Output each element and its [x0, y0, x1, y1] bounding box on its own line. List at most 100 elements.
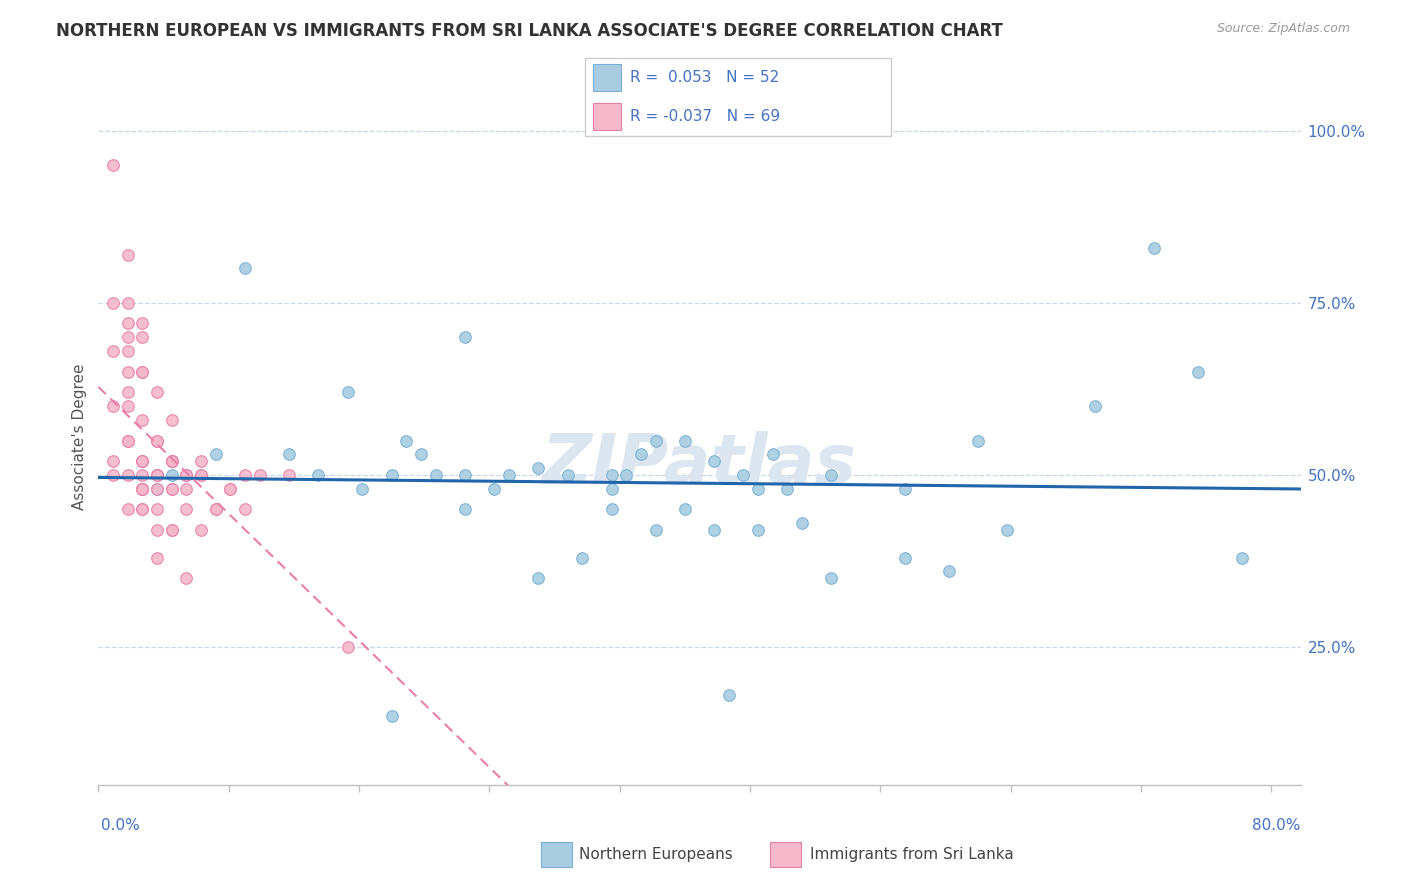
Point: [101, 467, 124, 482]
Point: [131, 365, 153, 379]
Text: Source: ZipAtlas.com: Source: ZipAtlas.com: [1216, 22, 1350, 36]
Point: [1230, 550, 1253, 565]
Point: [190, 454, 212, 468]
Point: [131, 330, 153, 344]
Point: [101, 454, 124, 468]
Point: [146, 467, 169, 482]
Point: [395, 434, 418, 448]
Point: [409, 447, 432, 461]
Point: [233, 261, 256, 276]
Point: [820, 467, 842, 482]
Text: 0.0%: 0.0%: [101, 818, 141, 832]
Point: [600, 467, 623, 482]
Point: [820, 571, 842, 585]
Point: [278, 447, 301, 461]
Point: [160, 523, 183, 537]
Point: [101, 343, 124, 358]
Point: [117, 295, 139, 310]
Point: [571, 550, 593, 565]
Point: [117, 434, 139, 448]
Point: [790, 516, 813, 531]
Point: [454, 502, 477, 516]
Point: [893, 550, 915, 565]
Point: [117, 317, 139, 331]
Point: [1084, 399, 1107, 413]
Point: [117, 365, 139, 379]
Text: R =  0.053   N = 52: R = 0.053 N = 52: [630, 70, 779, 85]
Point: [204, 447, 226, 461]
Point: [484, 482, 506, 496]
Point: [117, 385, 139, 400]
Point: [893, 482, 915, 496]
Point: [160, 467, 183, 482]
Point: [557, 467, 579, 482]
Point: [117, 399, 139, 413]
Point: [249, 467, 271, 482]
Point: [131, 467, 153, 482]
Point: [1187, 365, 1209, 379]
Point: [146, 502, 169, 516]
Point: [160, 454, 183, 468]
Point: [190, 523, 212, 537]
Point: [146, 467, 169, 482]
Point: [600, 502, 623, 516]
Point: [160, 413, 183, 427]
Text: Immigrants from Sri Lanka: Immigrants from Sri Lanka: [810, 847, 1014, 862]
Point: [381, 709, 404, 723]
Point: [967, 434, 990, 448]
Point: [630, 447, 652, 461]
Point: [1143, 241, 1166, 255]
Point: [176, 571, 198, 585]
Point: [146, 550, 169, 565]
Point: [131, 482, 153, 496]
Point: [703, 523, 725, 537]
Point: [160, 523, 183, 537]
Point: [131, 454, 153, 468]
Point: [117, 343, 139, 358]
Point: [146, 482, 169, 496]
Point: [117, 434, 139, 448]
Point: [160, 454, 183, 468]
Bar: [593, 64, 620, 91]
Text: Northern Europeans: Northern Europeans: [579, 847, 733, 862]
Point: [131, 454, 153, 468]
Point: [527, 461, 550, 475]
Point: [146, 434, 169, 448]
Point: [117, 247, 139, 261]
Point: [703, 454, 725, 468]
Point: [425, 467, 447, 482]
Point: [131, 502, 153, 516]
Point: [381, 467, 404, 482]
Point: [131, 454, 153, 468]
Point: [600, 482, 623, 496]
Point: [644, 434, 666, 448]
Y-axis label: Associate's Degree: Associate's Degree: [72, 364, 87, 510]
Point: [160, 482, 183, 496]
Point: [717, 689, 740, 703]
Point: [117, 502, 139, 516]
Point: [278, 467, 301, 482]
Point: [190, 467, 212, 482]
Point: [176, 467, 198, 482]
Point: [614, 467, 637, 482]
Point: [160, 482, 183, 496]
Point: [219, 482, 242, 496]
Point: [101, 158, 124, 172]
Point: [131, 482, 153, 496]
Point: [204, 502, 226, 516]
Point: [131, 482, 153, 496]
Point: [117, 330, 139, 344]
Point: [160, 454, 183, 468]
Point: [190, 467, 212, 482]
Point: [204, 502, 226, 516]
Point: [307, 467, 329, 482]
Text: 80.0%: 80.0%: [1253, 818, 1301, 832]
Text: NORTHERN EUROPEAN VS IMMIGRANTS FROM SRI LANKA ASSOCIATE'S DEGREE CORRELATION CH: NORTHERN EUROPEAN VS IMMIGRANTS FROM SRI…: [56, 22, 1002, 40]
Point: [131, 413, 153, 427]
Point: [352, 482, 374, 496]
Point: [733, 467, 755, 482]
Point: [336, 385, 359, 400]
Point: [762, 447, 785, 461]
Point: [233, 502, 256, 516]
Point: [644, 523, 666, 537]
